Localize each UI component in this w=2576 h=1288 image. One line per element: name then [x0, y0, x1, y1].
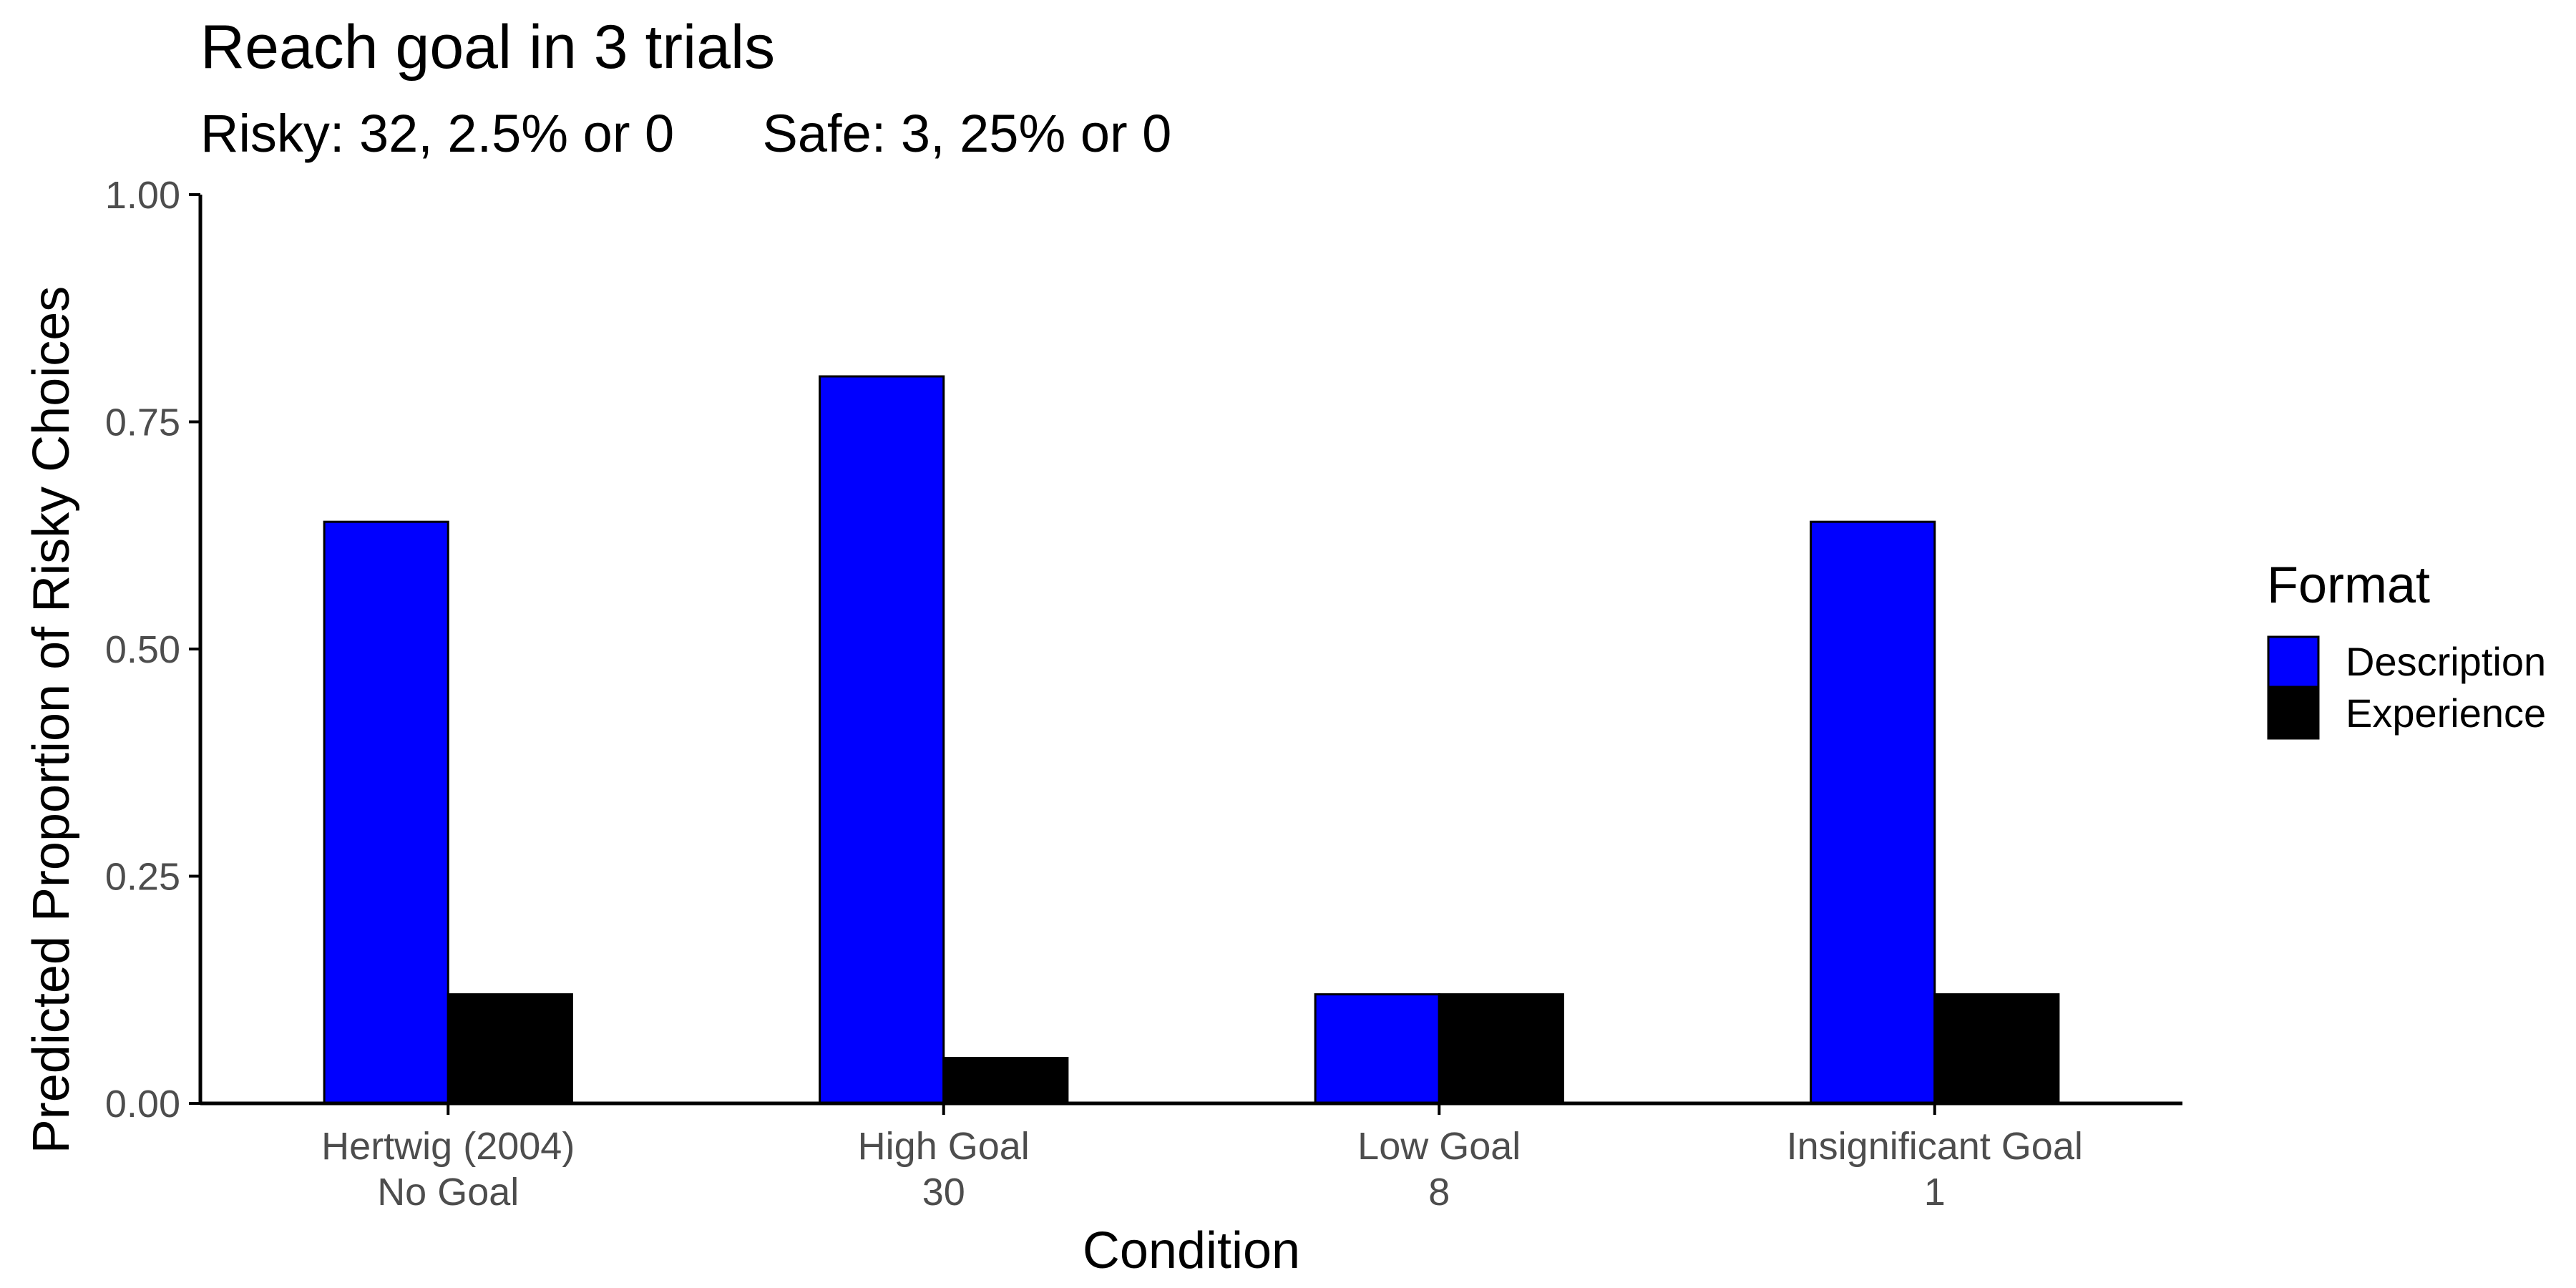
legend-title: Format	[2267, 557, 2430, 614]
bar-experience-1	[942, 1057, 1069, 1105]
chart-subtitle: Risky: 32, 2.5% or 0 Safe: 3, 25% or 0	[200, 104, 1171, 163]
x-tick-label: Hertwig (2004)	[321, 1125, 575, 1168]
bar-description-1	[819, 375, 945, 1105]
y-tick-label: 1.00	[105, 174, 180, 217]
x-axis-title: Condition	[1083, 1222, 1300, 1279]
y-tick-label: 0.75	[105, 401, 180, 444]
x-tick-label: 8	[1428, 1171, 1450, 1214]
legend-label-experience: Experience	[2346, 691, 2546, 736]
y-tick-label: 0.00	[105, 1083, 180, 1126]
bars-layer	[323, 375, 2060, 1105]
x-tick-label: Low Goal	[1357, 1125, 1521, 1168]
y-axis-title: Predicted Proportion of Risky Choices	[23, 286, 80, 1154]
bar-experience-3	[1933, 993, 2060, 1105]
y-tick-label: 0.50	[105, 628, 180, 671]
chart-title: Reach goal in 3 trials	[200, 13, 775, 82]
x-tick-label: 1	[1924, 1171, 1946, 1214]
y-tick-label: 0.25	[105, 856, 180, 899]
bar-description-2	[1314, 993, 1440, 1105]
bar-description-0	[323, 520, 449, 1105]
x-tick-label: No Goal	[377, 1171, 519, 1214]
bar-description-3	[1810, 520, 1936, 1105]
legend: Format Description Experience	[2267, 557, 2546, 740]
x-tick-label: High Goal	[858, 1125, 1030, 1168]
bar-experience-2	[1438, 993, 1564, 1105]
legend-key-description	[2267, 635, 2320, 688]
legend-key-experience	[2267, 687, 2320, 740]
x-tick-label: Insignificant Goal	[1787, 1125, 2083, 1168]
legend-label-description: Description	[2346, 639, 2546, 684]
y-axis-ticks: 0.00 0.25 0.50 0.75 1.00	[105, 174, 200, 1126]
bar-experience-0	[447, 993, 573, 1105]
x-tick-label: 30	[922, 1171, 965, 1214]
